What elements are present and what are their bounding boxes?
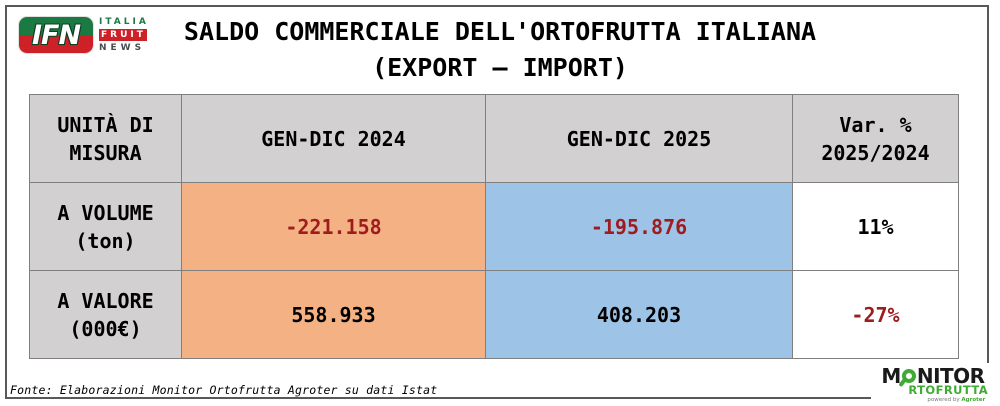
- ifn-fruit-label: FRUIT: [99, 29, 147, 41]
- valore-var-pct-value: -27%: [792, 270, 959, 359]
- ifn-badge-green-half: [19, 17, 93, 35]
- table-row-volume: A VOLUME (ton) -221.158 -195.876 11%: [29, 182, 959, 271]
- col-header-gen-dic-2024: GEN-DIC 2024: [181, 94, 486, 183]
- monitor-wordmark: M NITOR: [881, 366, 988, 386]
- monitor-ortofrutta-logo: M NITOR RTOFRUTTA powered by Agroter: [871, 363, 998, 406]
- page-title-line2: (EXPORT – IMPORT): [372, 53, 628, 82]
- table-header-row: UNITÀ DI MISURA GEN-DIC 2024 GEN-DIC 202…: [29, 94, 959, 183]
- monitor-nitor: NITOR: [916, 364, 985, 388]
- volume-2024-value: -221.158: [181, 182, 486, 271]
- ifn-news-label: NEWS: [99, 43, 146, 53]
- agroter-label: Agroter: [961, 397, 986, 403]
- valore-2024-value: 558.933: [181, 270, 486, 359]
- powered-by-tagline: powered by Agroter: [927, 397, 988, 404]
- ortofrutta-wordmark: RTOFRUTTA: [908, 383, 988, 397]
- ifn-badge-icon: IFN: [19, 17, 93, 53]
- ifn-italia-label: ITALIA: [99, 17, 149, 27]
- volume-2025-value: -195.876: [485, 182, 793, 271]
- row-label-valore: A VALORE (000€): [29, 270, 182, 359]
- magnifier-icon: [901, 369, 916, 383]
- powered-by-text: powered by: [927, 397, 962, 403]
- ifn-logo-text: ITALIA FRUIT NEWS: [99, 17, 149, 53]
- col-header-unita-di-misura: UNITÀ DI MISURA: [29, 94, 182, 183]
- valore-2025-value: 408.203: [485, 270, 793, 359]
- ifn-acronym: IFN: [31, 19, 81, 51]
- monitor-m: M: [881, 364, 901, 388]
- row-label-volume: A VOLUME (ton): [29, 182, 182, 271]
- page-title: SALDO COMMERCIALE DELL'ORTOFRUTTA ITALIA…: [0, 14, 1000, 86]
- ifn-badge-red-half: [19, 35, 93, 53]
- ifn-logo: IFN ITALIA FRUIT NEWS: [19, 17, 149, 53]
- col-header-gen-dic-2025: GEN-DIC 2025: [485, 94, 793, 183]
- source-note: Fonte: Elaborazioni Monitor Ortofrutta A…: [10, 383, 438, 397]
- table-row-valore: A VALORE (000€) 558.933 408.203 -27%: [29, 270, 959, 359]
- page-title-line1: SALDO COMMERCIALE DELL'ORTOFRUTTA ITALIA…: [183, 17, 817, 46]
- volume-var-pct-value: 11%: [792, 182, 959, 271]
- saldo-commerciale-table: UNITÀ DI MISURA GEN-DIC 2024 GEN-DIC 202…: [29, 94, 959, 359]
- col-header-var-pct: Var. % 2025/2024: [792, 94, 959, 183]
